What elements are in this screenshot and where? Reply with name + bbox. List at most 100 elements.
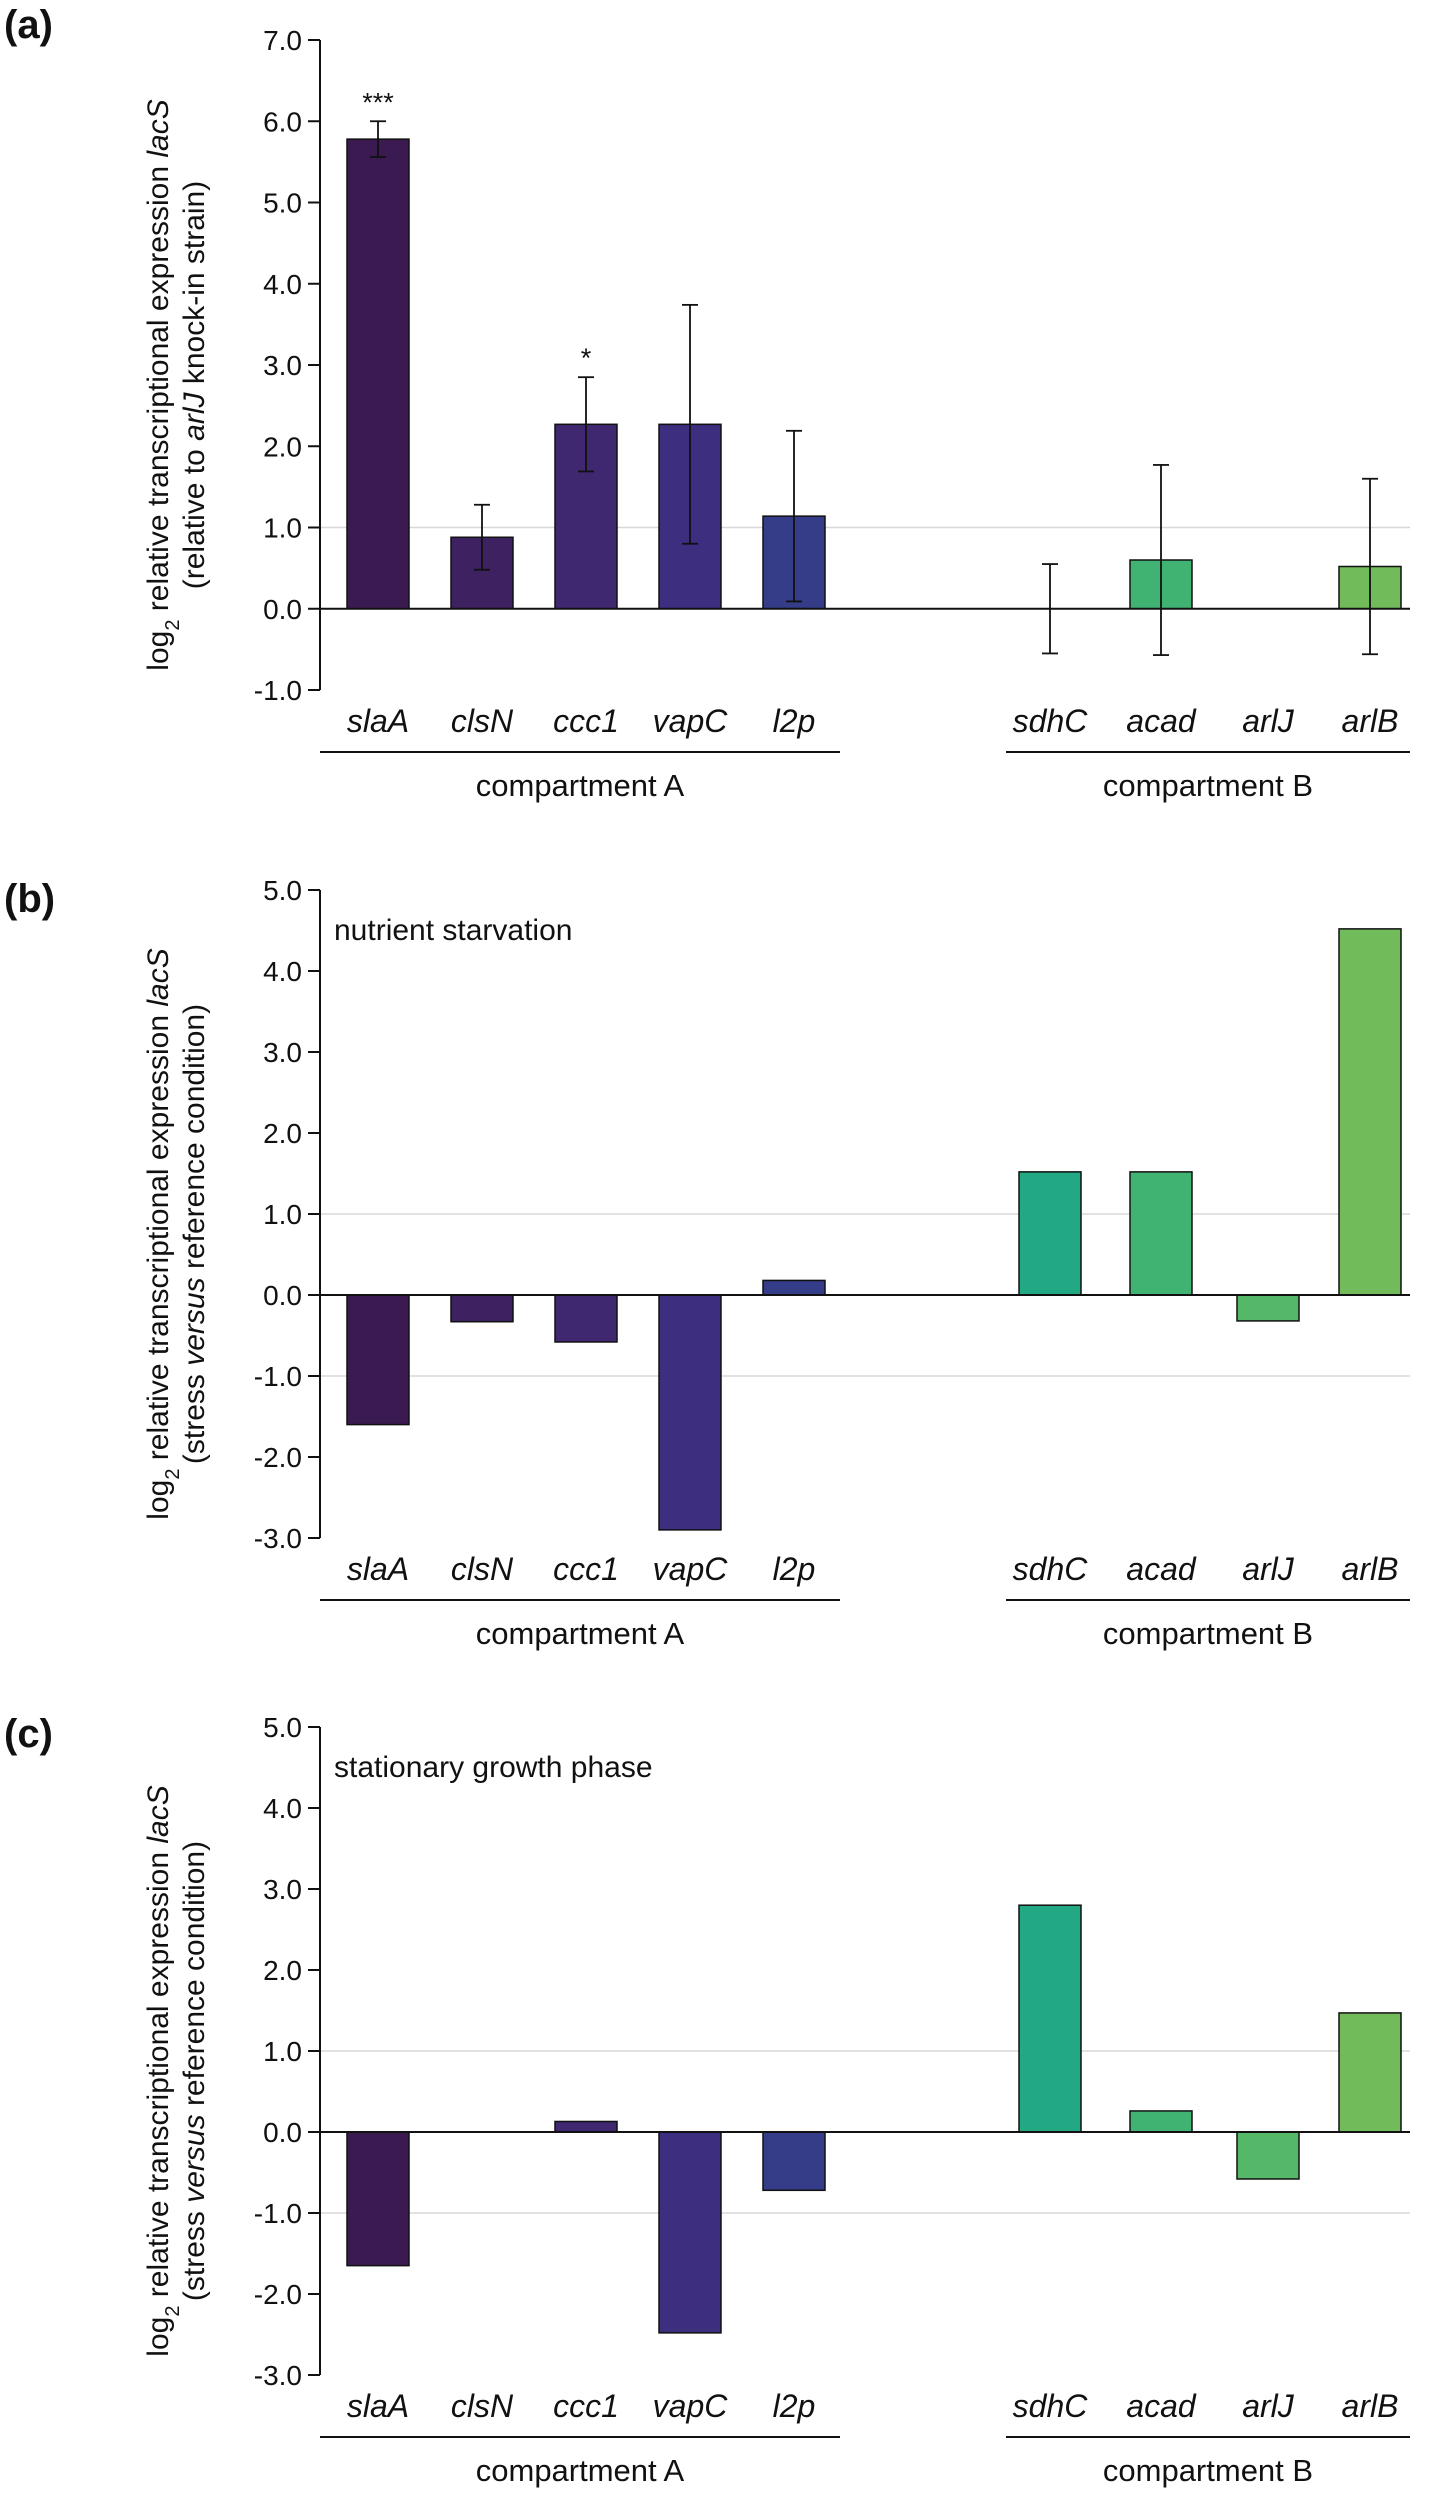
category-label-ccc1: ccc1 [553, 703, 619, 739]
category-label-vapC: vapC [653, 703, 729, 739]
panel-letter: (c) [4, 1712, 53, 1756]
category-label-arlJ: arlJ [1242, 2388, 1295, 2424]
category-label-clsN: clsN [451, 1551, 514, 1587]
y-axis-label-line2: (stress versus reference condition) [178, 1841, 211, 2301]
group-label: compartment B [1103, 1616, 1313, 1651]
bar-arlJ [1236, 1294, 1300, 1322]
category-label-clsN: clsN [451, 2388, 514, 2424]
group-label: compartment A [476, 1616, 685, 1651]
bar-slaA [346, 138, 410, 610]
y-tick-label: 3.0 [263, 350, 302, 381]
panel-letter: (b) [4, 877, 55, 921]
group-label: compartment A [476, 768, 685, 803]
bar-arlB [1338, 2012, 1402, 2133]
y-tick-label: 5.0 [263, 188, 302, 219]
bar-vapC [658, 1294, 722, 1531]
y-tick-label: 2.0 [263, 1955, 302, 1986]
y-tick-label: 5.0 [263, 875, 302, 906]
category-label-acad: acad [1126, 1551, 1197, 1587]
y-axis-label: log2 relative transcriptional expression… [142, 948, 211, 1519]
y-axis-label-line1: log2 relative transcriptional expression… [142, 99, 184, 670]
category-label-sdhC: sdhC [1013, 703, 1089, 739]
category-label-clsN: clsN [451, 703, 514, 739]
bar-arlB [1338, 928, 1402, 1296]
bar-slaA [346, 2131, 410, 2267]
y-axis-label-line2: (relative to arlJ knock-in strain) [178, 181, 211, 589]
category-label-arlB: arlB [1342, 1551, 1399, 1587]
category-label-arlJ: arlJ [1242, 703, 1295, 739]
y-tick-label: 4.0 [263, 956, 302, 987]
y-tick-label: -3.0 [254, 2360, 302, 2391]
y-tick-label: 3.0 [263, 1037, 302, 1068]
bar-ccc1 [554, 2120, 618, 2133]
y-tick-label: 7.0 [263, 25, 302, 56]
category-label-slaA: slaA [347, 2388, 409, 2424]
y-axis-label-line1: log2 relative transcriptional expression… [142, 948, 184, 1519]
category-label-acad: acad [1126, 703, 1197, 739]
bar-acad [1129, 1171, 1193, 1296]
y-tick-label: 5.0 [263, 1712, 302, 1743]
bar-l2p [762, 1279, 826, 1296]
bar-vapC [658, 2131, 722, 2334]
category-label-arlJ: arlJ [1242, 1551, 1295, 1587]
bar-l2p [762, 2131, 826, 2192]
bar-slaA [346, 1294, 410, 1426]
y-tick-label: -2.0 [254, 2279, 302, 2310]
y-tick-label: 2.0 [263, 1118, 302, 1149]
y-tick-label: 0.0 [263, 594, 302, 625]
y-tick-label: -1.0 [254, 1361, 302, 1392]
category-label-acad: acad [1126, 2388, 1197, 2424]
category-label-slaA: slaA [347, 703, 409, 739]
y-tick-label: 3.0 [263, 1874, 302, 1905]
bar-acad [1129, 2110, 1193, 2133]
significance-marker: * [581, 343, 592, 373]
panel-a: (a) 7.06.05.04.03.02.01.00.0-1.0****slaA c… [4, 3, 1410, 803]
y-tick-label: 1.0 [263, 513, 302, 544]
category-label-arlB: arlB [1342, 703, 1399, 739]
category-label-arlB: arlB [1342, 2388, 1399, 2424]
error-bar-slaA [370, 120, 386, 158]
y-tick-label: 4.0 [263, 269, 302, 300]
y-axis-label: log2 relative transcriptional expression… [142, 99, 211, 670]
group-label: compartment A [476, 2453, 685, 2488]
group-label: compartment B [1103, 768, 1313, 803]
panel-c: (c) 5.0 4.0 3.0 2.0 1.0 0.0 -1.0 -2.0 -3.0 slaA cls… [4, 1712, 1410, 2488]
panel-b: (b) 5.0 4.0 3.0 2.0 1.0 0.0 -1.0 -2.0 -3.0 slaA cls… [4, 875, 1410, 1651]
bar-ccc1 [554, 1294, 618, 1343]
y-tick-label: 2.0 [263, 431, 302, 462]
significance-marker: *** [362, 87, 394, 117]
y-tick-label: 0.0 [263, 1280, 302, 1311]
error-bar-acad [1153, 464, 1169, 656]
bar-arlJ [1236, 2131, 1300, 2180]
y-tick-label: -2.0 [254, 1442, 302, 1473]
y-tick-label: 0.0 [263, 2117, 302, 2148]
y-tick-label: -1.0 [254, 2198, 302, 2229]
y-tick-label: -3.0 [254, 1523, 302, 1554]
category-label-ccc1: ccc1 [553, 2388, 619, 2424]
y-tick-label: 4.0 [263, 1793, 302, 1824]
category-label-ccc1: ccc1 [553, 1551, 619, 1587]
category-label-vapC: vapC [653, 1551, 729, 1587]
bar-sdhC [1018, 1171, 1082, 1296]
bar-sdhC [1018, 1904, 1082, 2133]
category-label-slaA: slaA [347, 1551, 409, 1587]
panel-letter: (a) [4, 3, 53, 47]
error-bar-arlB [1362, 477, 1378, 656]
error-bar-vapC [682, 303, 698, 545]
category-label-vapC: vapC [653, 2388, 729, 2424]
error-bar-clsN [474, 503, 490, 571]
category-label-sdhC: sdhC [1013, 2388, 1089, 2424]
group-label: compartment B [1103, 2453, 1313, 2488]
y-axis-label-line2: (stress versus reference condition) [178, 1004, 211, 1464]
y-axis-label-line1: log2 relative transcriptional expression… [142, 1785, 184, 2356]
y-tick-label: 1.0 [263, 1199, 302, 1230]
error-bar-ccc1 [578, 376, 594, 473]
y-tick-label: -1.0 [254, 675, 302, 706]
category-label-sdhC: sdhC [1013, 1551, 1089, 1587]
bar-clsN [450, 1294, 514, 1323]
condition-annotation: stationary growth phase [334, 1751, 653, 1784]
y-axis-label: log2 relative transcriptional expression… [142, 1785, 211, 2356]
category-label-l2p: l2p [773, 703, 816, 739]
error-bar-l2p [786, 429, 802, 603]
